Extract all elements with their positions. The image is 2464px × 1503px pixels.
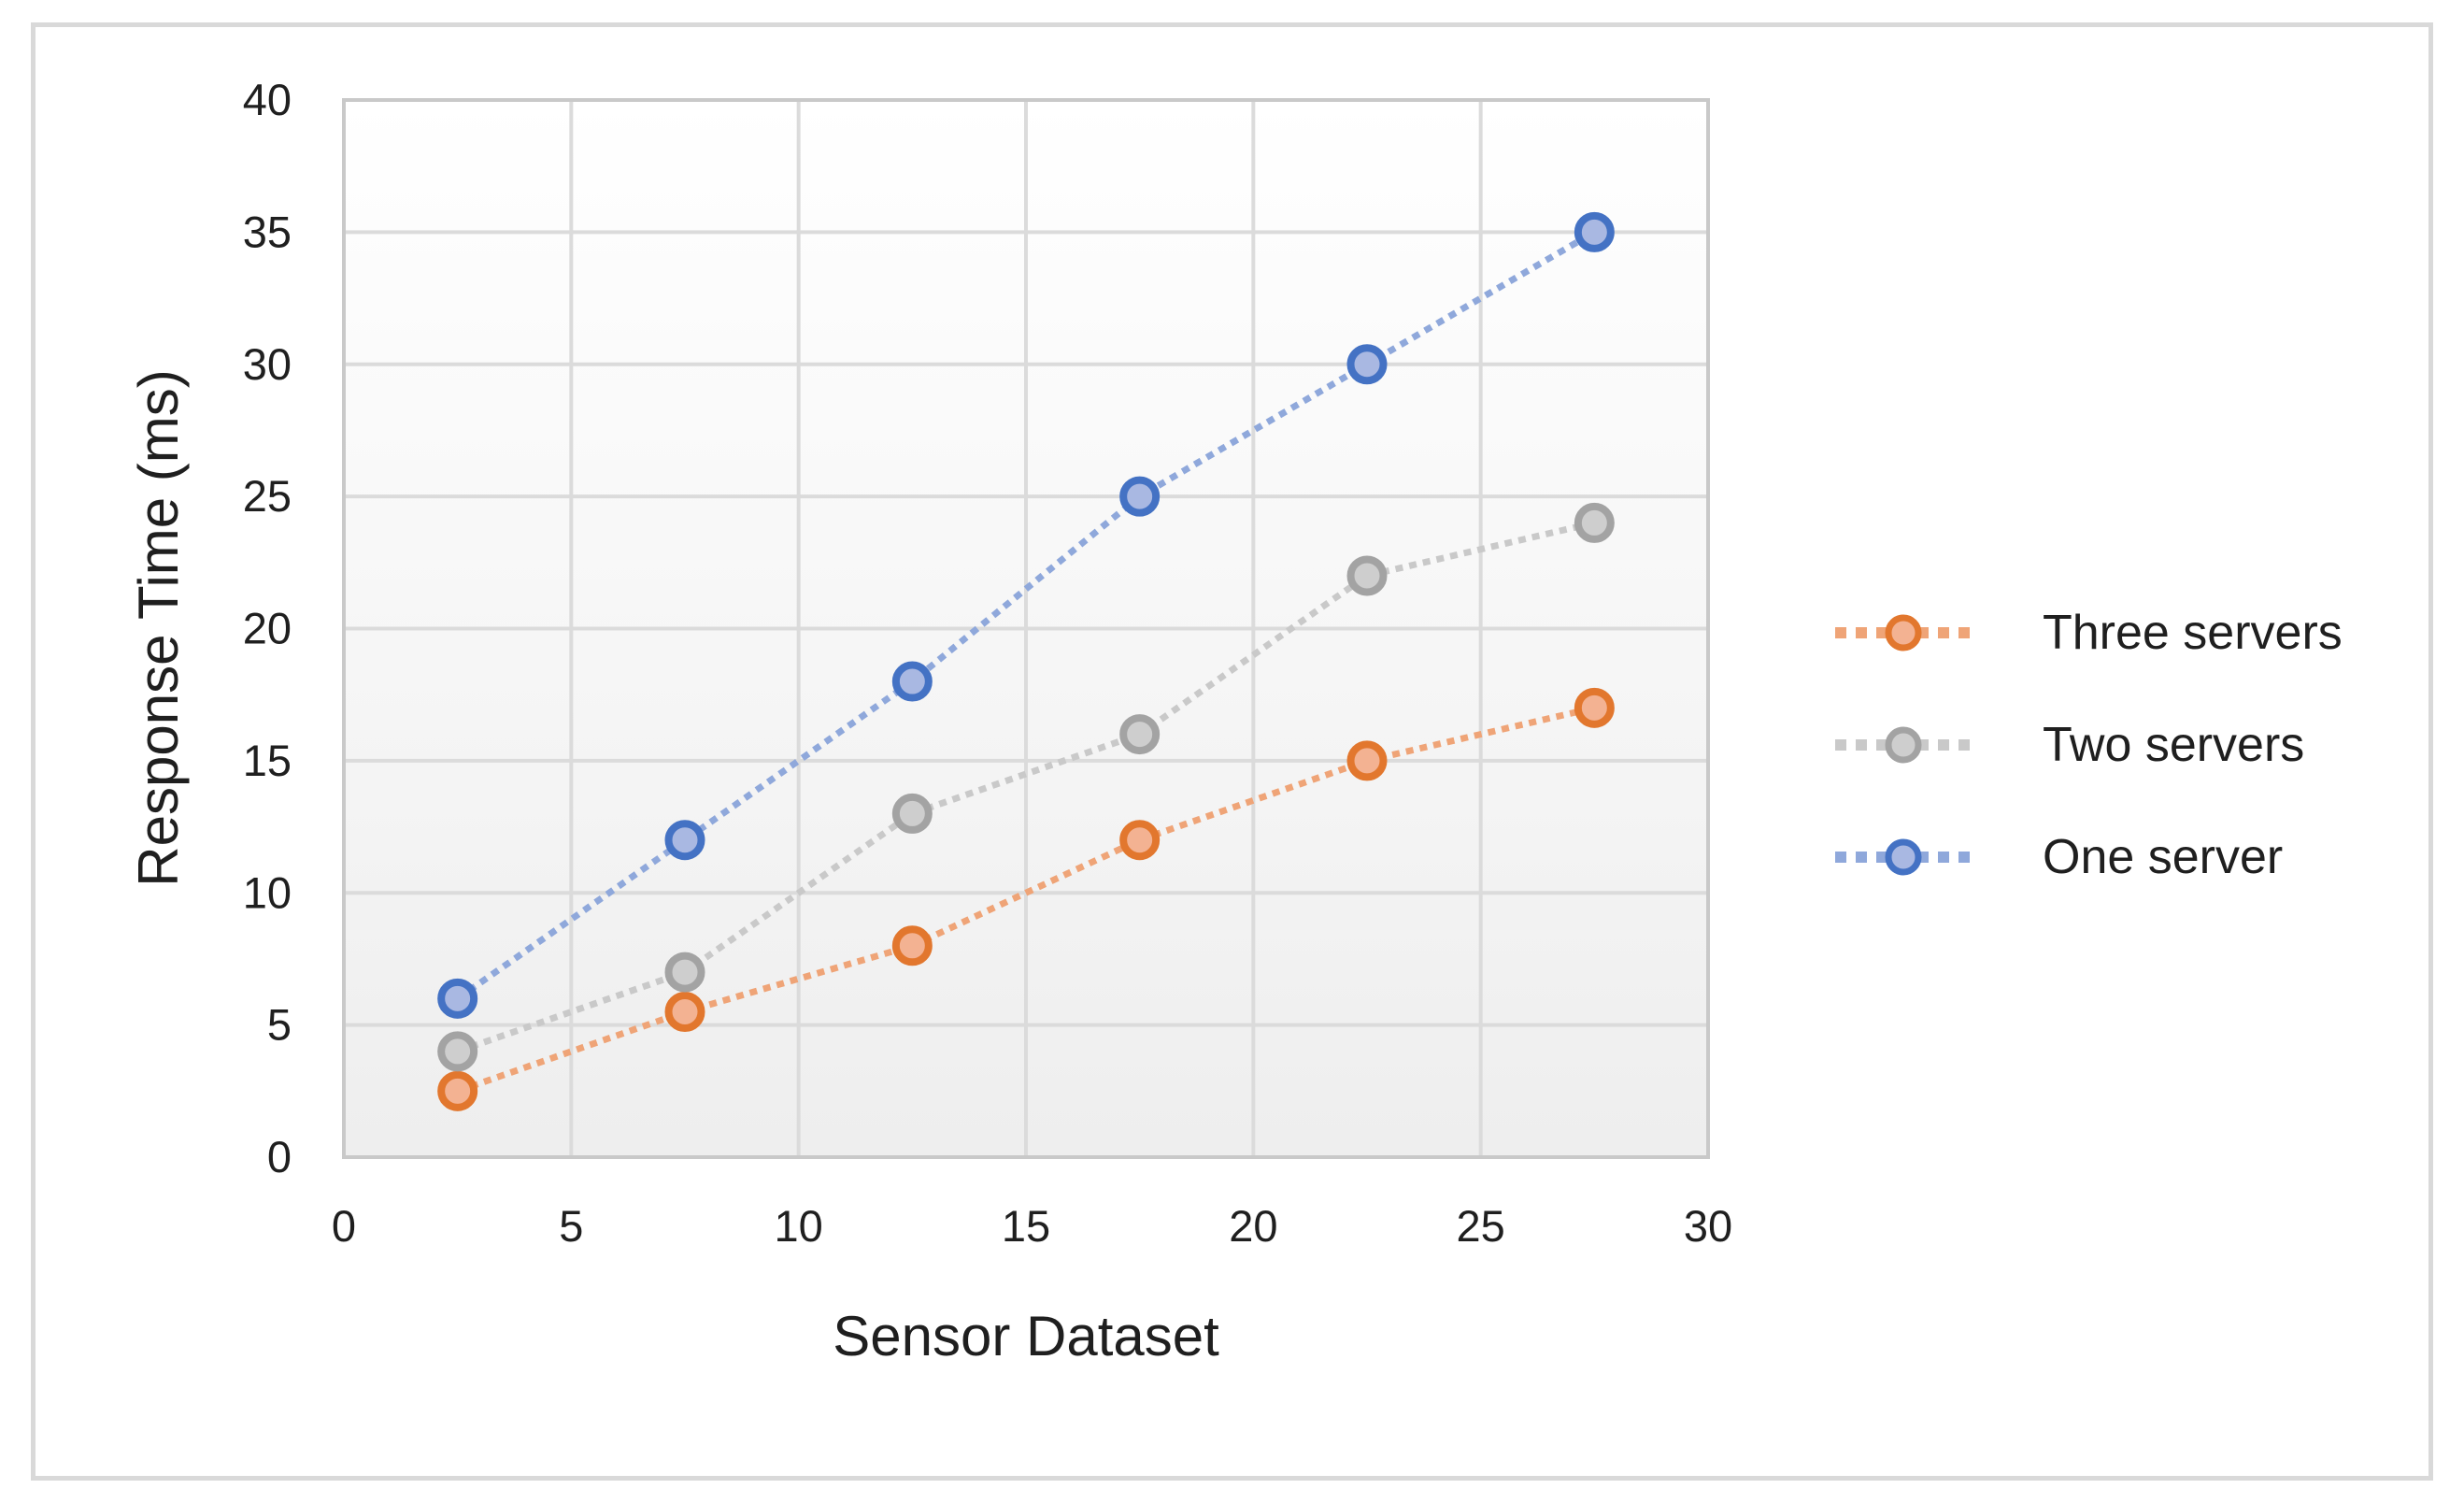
marker-one-server [1346, 344, 1388, 385]
legend-marker-three-servers [1835, 614, 1972, 651]
x-tick-label: 5 [559, 1201, 583, 1251]
marker-three-servers [1346, 740, 1388, 781]
x-tick-label: 0 [332, 1201, 356, 1251]
x-tick-label: 20 [1229, 1201, 1277, 1251]
marker-one-server [664, 820, 705, 861]
legend-marker-two-servers [1835, 726, 1972, 764]
x-axis-title: Sensor Dataset [833, 1305, 1219, 1367]
series-one-server [437, 211, 1615, 1019]
y-tick-label: 25 [243, 471, 292, 521]
legend: Three servers Two servers One server [1833, 577, 2343, 913]
marker-three-servers [437, 1070, 478, 1111]
x-tick-label: 10 [775, 1201, 823, 1251]
legend-item-one-server: One server [1833, 801, 2343, 913]
marker-one-server [1119, 476, 1161, 517]
axis-tick-labels: 0 5 10 15 20 25 30 0 5 10 15 20 25 30 35 40 [243, 75, 1732, 1251]
series-two-servers [437, 502, 1615, 1072]
marker-two-servers [1119, 714, 1161, 755]
plot-area-border [342, 98, 1710, 1159]
marker-two-servers [891, 793, 933, 834]
marker-two-servers [664, 952, 705, 993]
legend-label: One server [2043, 830, 2284, 884]
y-tick-label: 40 [243, 75, 292, 124]
marker-one-server [1574, 211, 1615, 252]
y-tick-label: 30 [243, 339, 292, 389]
marker-two-servers [1346, 555, 1388, 596]
x-tick-label: 30 [1684, 1201, 1732, 1251]
marker-three-servers [664, 991, 705, 1032]
series-line-three-servers [456, 704, 1596, 1095]
y-tick-label: 0 [267, 1132, 292, 1181]
legend-item-two-servers: Two servers [1833, 689, 2343, 801]
y-axis-title: Response Time (ms) [127, 369, 190, 886]
x-tick-label: 25 [1457, 1201, 1505, 1251]
marker-one-server [891, 661, 933, 702]
y-tick-label: 10 [243, 867, 292, 917]
y-tick-label: 20 [243, 604, 292, 653]
marker-three-servers [1574, 687, 1615, 728]
marker-two-servers [437, 1031, 478, 1072]
legend-label: Three servers [2043, 606, 2343, 660]
series-line-one-server [455, 229, 1597, 1002]
legend-marker-one-server [1835, 838, 1972, 876]
series-three-servers [437, 687, 1615, 1111]
y-tick-label: 35 [243, 207, 292, 256]
x-tick-label: 15 [1002, 1201, 1050, 1251]
legend-label: Two servers [2043, 718, 2305, 772]
series-plots [437, 211, 1615, 1111]
marker-three-servers [1119, 820, 1161, 861]
marker-one-server [437, 978, 478, 1019]
marker-two-servers [1574, 502, 1615, 543]
y-tick-label: 5 [267, 1000, 292, 1050]
series-line-two-servers [456, 519, 1596, 1055]
y-tick-label: 15 [243, 736, 292, 785]
legend-item-three-servers: Three servers [1833, 577, 2343, 689]
marker-three-servers [891, 925, 933, 966]
